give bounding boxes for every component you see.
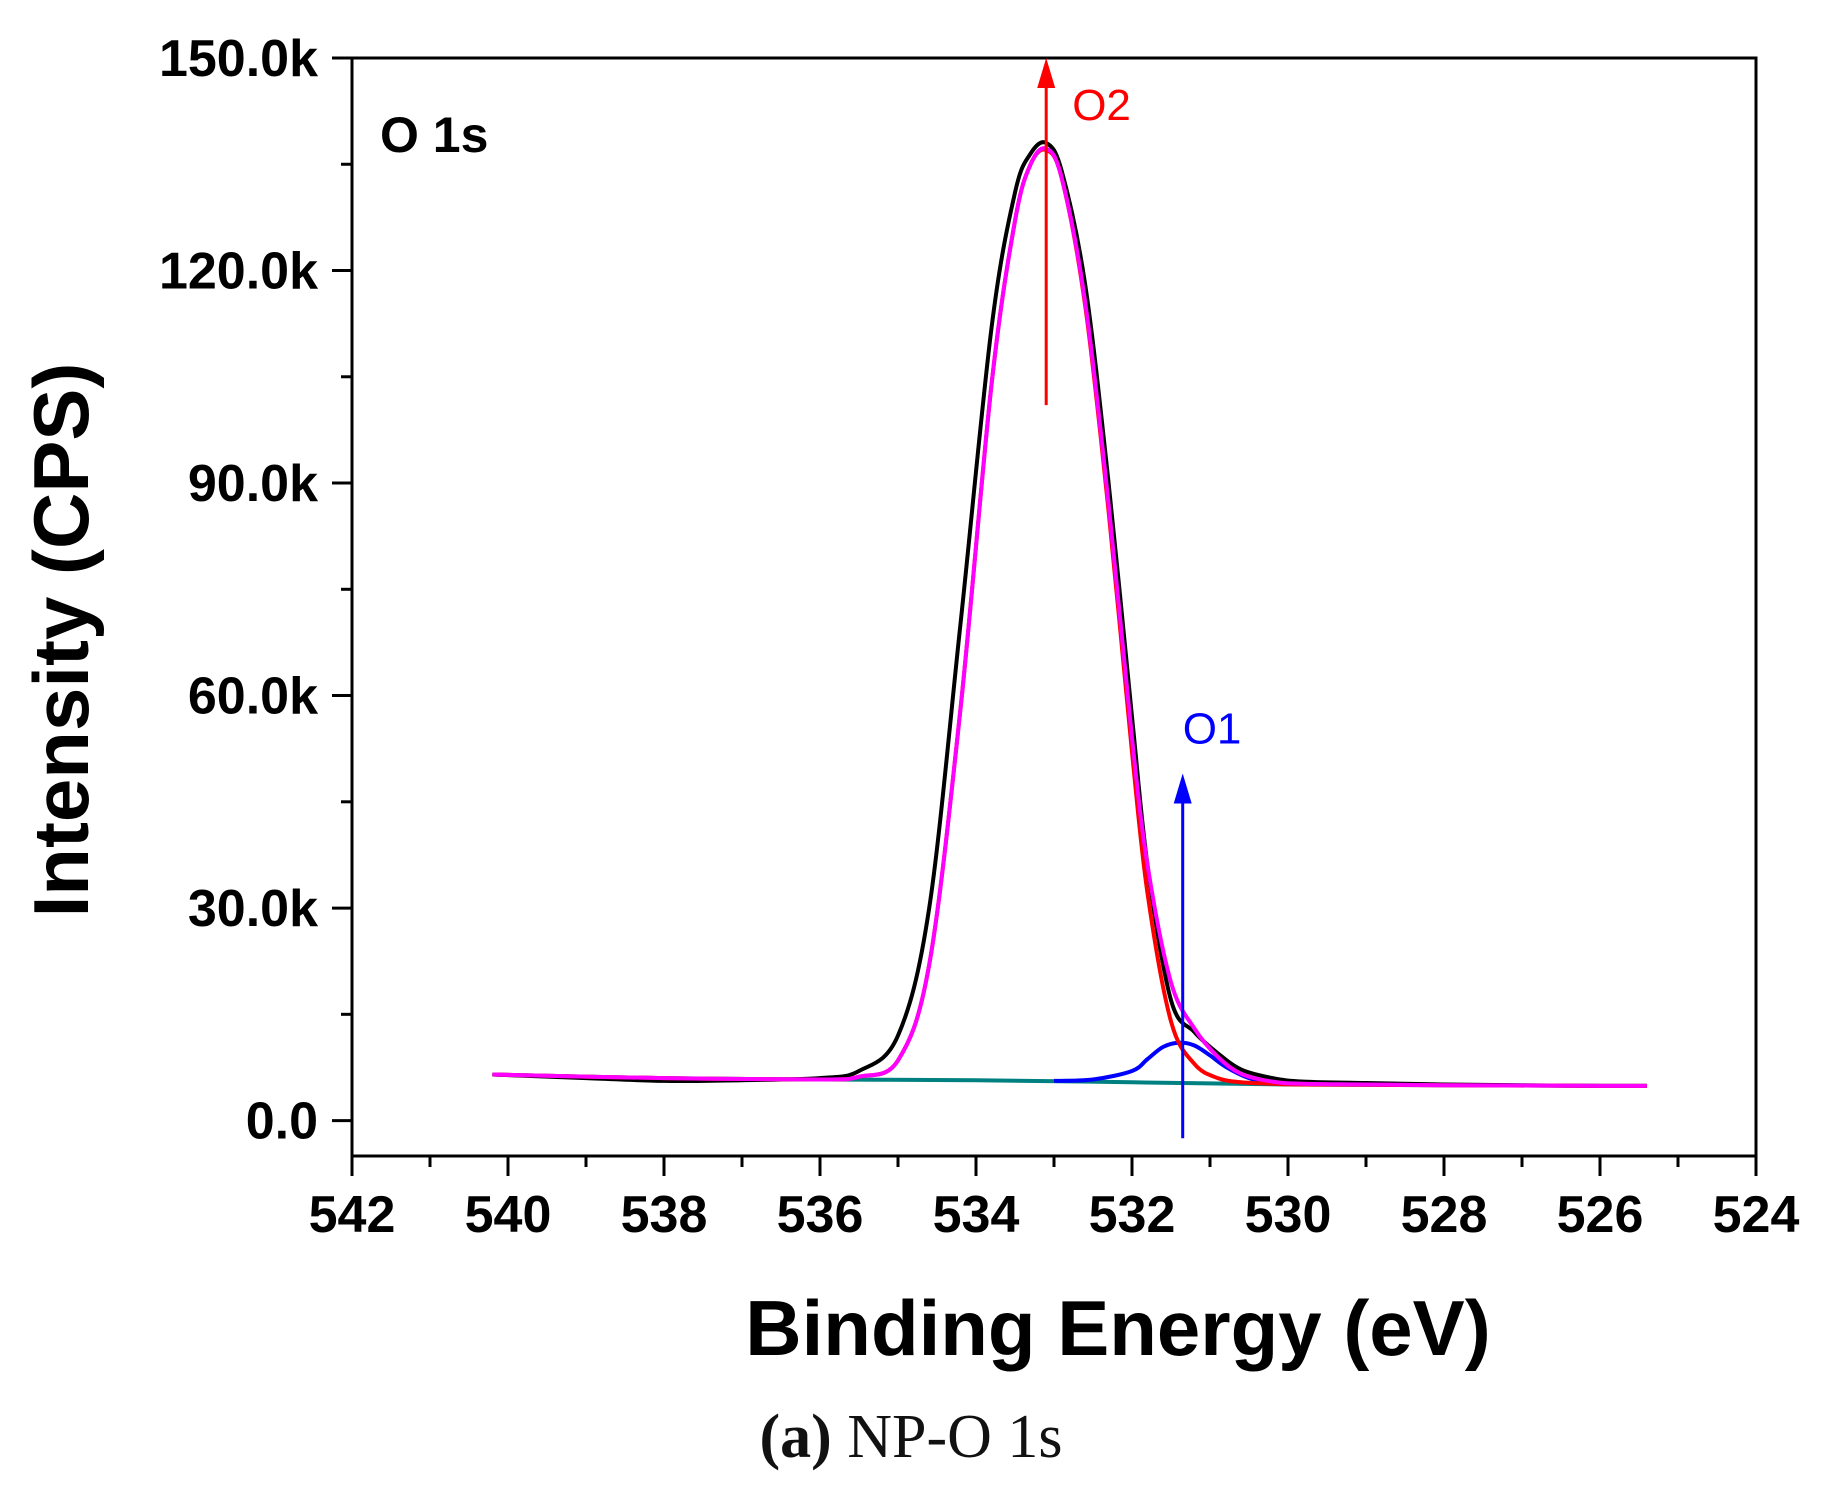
arrow-o1-head [1173, 773, 1192, 804]
y-tick-label: 90.0k [188, 455, 318, 513]
y-axis: 0.0 30.0k 60.0k 90.0k 120.0k 150.0k [159, 30, 352, 1151]
x-tick-label: 542 [309, 1186, 396, 1244]
arrow-o2-head [1037, 58, 1056, 88]
series-o2-fit [492, 147, 1647, 1088]
x-tick-label: 526 [1557, 1186, 1644, 1244]
y-tick-label: 120.0k [159, 243, 318, 301]
caption-text: NP-O 1s [831, 1403, 1063, 1471]
series-cumulative-fit [492, 146, 1647, 1088]
x-tick-label: 532 [1089, 1186, 1176, 1244]
x-tick-label: 538 [621, 1186, 708, 1244]
y-tick-label: 60.0k [188, 668, 318, 726]
y-tick-label: 0.0 [246, 1093, 318, 1151]
annotation-o2: O2 [1072, 81, 1131, 130]
annotation-layer: O2 O1 [1037, 58, 1242, 1139]
x-tick-label: 530 [1245, 1186, 1332, 1244]
caption-prefix: (a) [759, 1403, 832, 1471]
x-tick-label: 528 [1401, 1186, 1488, 1244]
panel-label: O 1s [380, 107, 488, 163]
series-raw-data [492, 140, 1647, 1088]
y-tick-label: 150.0k [159, 30, 318, 88]
series-layer [492, 140, 1647, 1088]
x-tick-label: 540 [465, 1186, 552, 1244]
x-tick-label: 534 [933, 1186, 1020, 1244]
y-axis-title: Intensity (CPS) [17, 363, 105, 918]
y-tick-label: 30.0k [188, 880, 318, 938]
figure-caption: (a) NP-O 1s [0, 1402, 1822, 1473]
plot-frame [350, 56, 1758, 1158]
x-axis-title: Binding Energy (eV) [745, 1284, 1490, 1372]
xps-chart: 542 540 538 536 534 532 530 528 526 524 0.0 30.0k 6… [17, 30, 1800, 1372]
annotation-o1: O1 [1183, 704, 1242, 753]
x-tick-label: 524 [1713, 1186, 1800, 1244]
x-axis: 542 540 538 536 534 532 530 528 526 524 [309, 1156, 1800, 1244]
x-tick-label: 536 [777, 1186, 864, 1244]
